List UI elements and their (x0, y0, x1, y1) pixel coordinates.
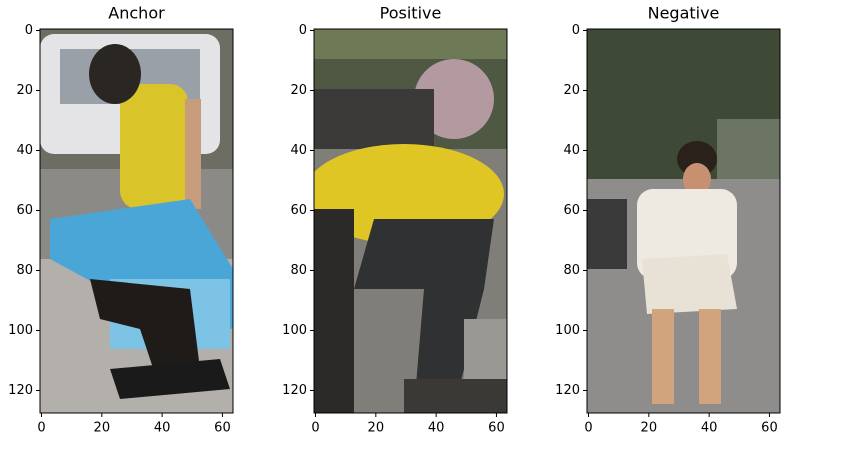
y-tick-label: 80 (563, 263, 580, 278)
x-tick-label: 60 (761, 421, 778, 436)
y-tick-label: 40 (290, 143, 307, 158)
axes-frame (586, 28, 781, 414)
y-tick-label: 100 (282, 323, 307, 338)
y-tick-label: 60 (563, 203, 580, 218)
y-tick-label: 0 (572, 23, 580, 38)
x-tick-label: 40 (701, 421, 718, 436)
y-tick-label: 40 (16, 143, 33, 158)
y-tick-label: 120 (282, 383, 307, 398)
x-tick-label: 40 (154, 421, 171, 436)
x-tick-label: 40 (428, 421, 445, 436)
axes-frame (39, 28, 234, 414)
x-tick-label: 20 (641, 421, 658, 436)
y-tick-label: 100 (8, 323, 33, 338)
y-tick-label: 40 (563, 143, 580, 158)
y-tick-label: 0 (25, 23, 33, 38)
x-tick-label: 20 (94, 421, 111, 436)
y-tick-label: 0 (299, 23, 307, 38)
negative-image (587, 29, 780, 413)
x-tick-label: 20 (368, 421, 385, 436)
y-tick-label: 20 (563, 83, 580, 98)
y-tick-label: 120 (8, 383, 33, 398)
anchor-image (40, 29, 233, 413)
y-tick-label: 120 (555, 383, 580, 398)
axes-frame (313, 28, 508, 414)
x-tick-label: 0 (584, 421, 592, 436)
x-tick-label: 60 (214, 421, 231, 436)
x-tick-label: 60 (488, 421, 505, 436)
subplot-title: Anchor (108, 4, 165, 23)
y-tick-label: 20 (290, 83, 307, 98)
y-tick-label: 80 (16, 263, 33, 278)
subplot-title: Positive (380, 4, 442, 23)
y-tick-label: 80 (290, 263, 307, 278)
positive-image (314, 29, 507, 413)
y-tick-label: 60 (16, 203, 33, 218)
x-tick-label: 0 (37, 421, 45, 436)
y-tick-label: 60 (290, 203, 307, 218)
x-tick-label: 0 (311, 421, 319, 436)
subplot-title: Negative (648, 4, 720, 23)
y-tick-label: 100 (555, 323, 580, 338)
y-tick-label: 20 (16, 83, 33, 98)
